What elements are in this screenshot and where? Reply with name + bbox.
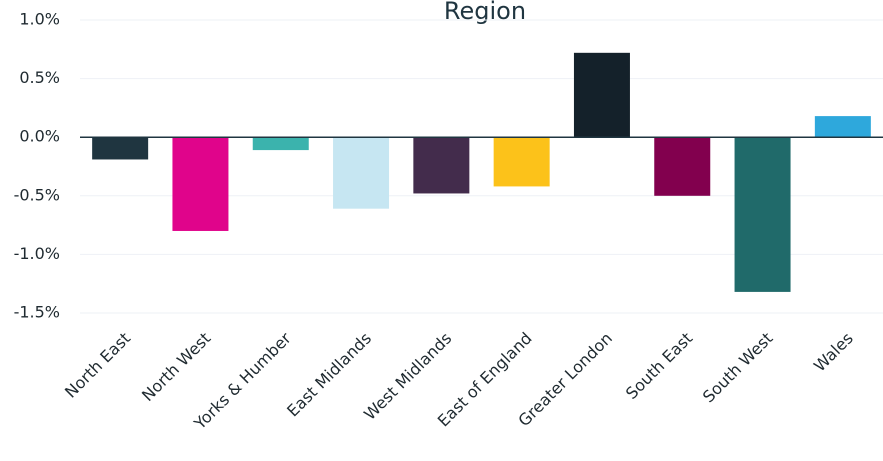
y-tick-label: 0.5% <box>19 68 60 87</box>
bar <box>252 137 309 151</box>
x-tick-label: South West <box>699 329 777 407</box>
bar <box>814 116 871 138</box>
y-tick-label: 0.0% <box>19 127 60 146</box>
x-tick-label: North West <box>138 329 214 405</box>
bar <box>734 137 791 292</box>
y-tick-label: -1.5% <box>14 303 60 322</box>
x-tick-label: East Midlands <box>283 329 375 421</box>
bar <box>92 137 149 160</box>
x-tick-label: North East <box>61 329 134 402</box>
y-tick-label: -1.0% <box>14 244 60 263</box>
y-tick-label: -0.5% <box>14 185 60 204</box>
y-tick-label: 1.0% <box>19 10 60 29</box>
x-tick-label: Wales <box>810 329 857 376</box>
bar <box>413 137 470 194</box>
bar <box>573 52 630 138</box>
chart-title: Region <box>444 0 526 25</box>
x-tick-label: South East <box>622 329 696 403</box>
bar <box>493 137 550 187</box>
bar <box>333 137 390 209</box>
bar <box>654 137 711 196</box>
bar <box>172 137 229 231</box>
